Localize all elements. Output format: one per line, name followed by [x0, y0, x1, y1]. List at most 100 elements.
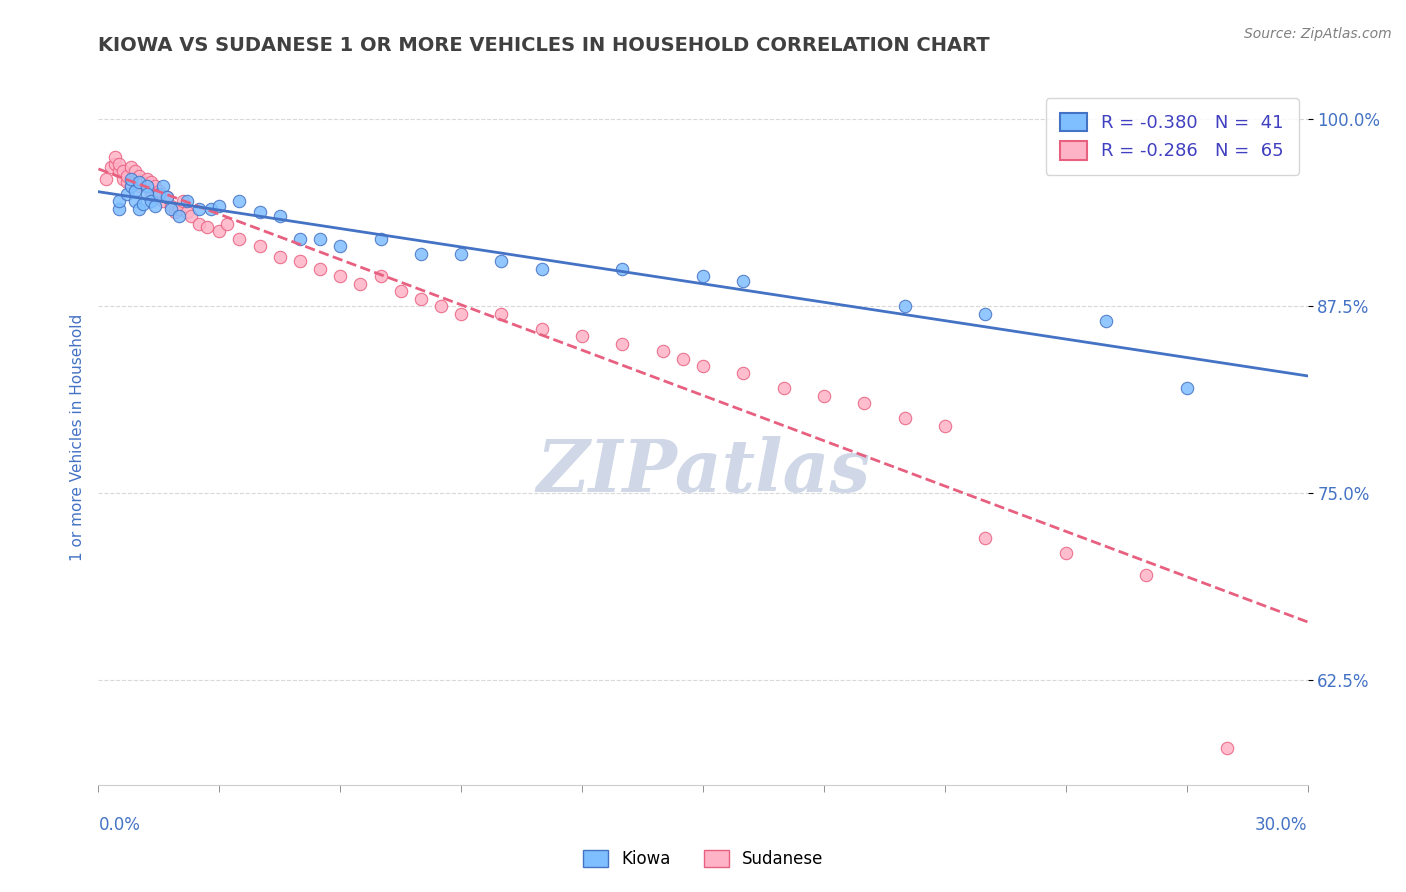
Text: 30.0%: 30.0% [1256, 815, 1308, 833]
Point [409, 247, 432, 261]
Point [974, 307, 997, 321]
Point [491, 307, 513, 321]
Point [309, 261, 332, 276]
Point [370, 232, 392, 246]
Point [139, 175, 162, 189]
Point [128, 179, 150, 194]
Point [120, 160, 142, 174]
Point [139, 186, 162, 201]
Point [249, 205, 271, 219]
Point [107, 164, 129, 178]
Point [152, 179, 174, 194]
Point [491, 254, 513, 268]
Point [139, 194, 162, 209]
Point [208, 199, 231, 213]
Point [107, 202, 129, 216]
Point [156, 190, 179, 204]
Point [148, 184, 170, 198]
Point [167, 210, 190, 224]
Point [188, 217, 211, 231]
Point [813, 389, 835, 403]
Point [409, 292, 432, 306]
Point [1054, 546, 1077, 560]
Point [1175, 381, 1198, 395]
Point [124, 172, 146, 186]
Point [148, 186, 170, 201]
Point [1216, 740, 1239, 755]
Point [160, 202, 183, 216]
Point [450, 247, 472, 261]
Point [228, 194, 250, 209]
Point [530, 321, 553, 335]
Point [934, 418, 956, 433]
Point [176, 205, 198, 219]
Point [651, 344, 673, 359]
Legend: Kiowa, Sudanese: Kiowa, Sudanese [576, 843, 830, 875]
Point [269, 250, 291, 264]
Point [269, 210, 291, 224]
Text: 0.0%: 0.0% [98, 815, 141, 833]
Point [672, 351, 695, 366]
Point [329, 269, 352, 284]
Point [176, 194, 198, 209]
Point [163, 205, 186, 219]
Point [115, 175, 138, 189]
Point [893, 299, 915, 313]
Point [974, 531, 997, 545]
Point [389, 284, 412, 298]
Point [103, 149, 125, 163]
Point [200, 202, 222, 216]
Point [733, 274, 755, 288]
Point [853, 396, 876, 410]
Point [612, 336, 634, 351]
Point [111, 164, 134, 178]
Point [107, 157, 129, 171]
Point [228, 232, 250, 246]
Point [692, 269, 714, 284]
Text: KIOWA VS SUDANESE 1 OR MORE VEHICLES IN HOUSEHOLD CORRELATION CHART: KIOWA VS SUDANESE 1 OR MORE VEHICLES IN … [98, 36, 990, 54]
Point [288, 232, 311, 246]
Point [217, 217, 239, 231]
Point [152, 194, 174, 209]
Point [135, 172, 157, 186]
Point [156, 190, 179, 204]
Text: ZIPatlas: ZIPatlas [536, 436, 870, 508]
Point [349, 277, 371, 291]
Point [143, 199, 166, 213]
Point [132, 175, 155, 189]
Point [772, 381, 794, 395]
Point [329, 239, 352, 253]
Point [124, 194, 146, 209]
Point [135, 186, 157, 201]
Point [111, 172, 134, 186]
Point [288, 254, 311, 268]
Point [128, 169, 150, 183]
Point [167, 202, 190, 216]
Point [612, 261, 634, 276]
Point [135, 179, 157, 194]
Point [208, 224, 231, 238]
Point [195, 219, 218, 234]
Point [135, 179, 157, 194]
Point [143, 190, 166, 204]
Point [120, 179, 142, 194]
Point [143, 179, 166, 194]
Y-axis label: 1 or more Vehicles in Household: 1 or more Vehicles in Household [69, 313, 84, 561]
Point [128, 202, 150, 216]
Point [370, 269, 392, 284]
Point [115, 169, 138, 183]
Point [128, 175, 150, 189]
Point [100, 160, 122, 174]
Point [124, 164, 146, 178]
Point [733, 367, 755, 381]
Point [430, 299, 453, 313]
Point [132, 197, 155, 211]
Point [107, 194, 129, 209]
Point [188, 202, 211, 216]
Point [1135, 568, 1157, 582]
Point [124, 184, 146, 198]
Point [309, 232, 332, 246]
Point [692, 359, 714, 373]
Point [1095, 314, 1118, 328]
Point [450, 307, 472, 321]
